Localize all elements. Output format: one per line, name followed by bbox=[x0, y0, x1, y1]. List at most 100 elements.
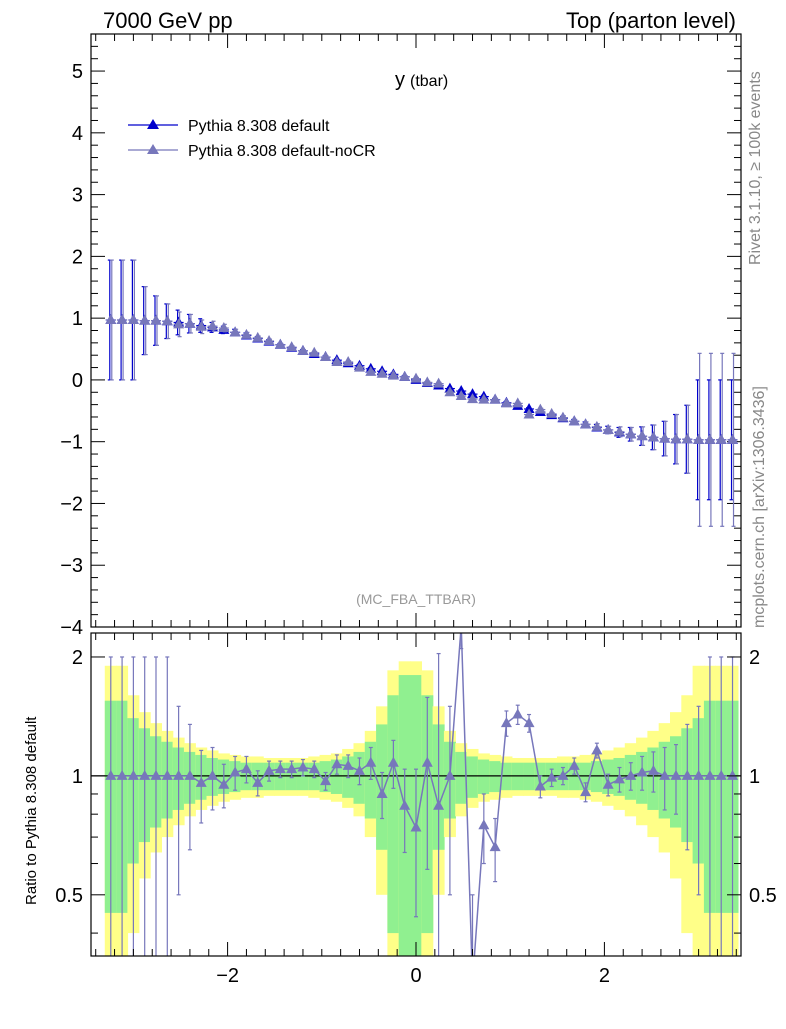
ratio-point bbox=[704, 769, 716, 780]
ratio-point bbox=[161, 769, 173, 780]
data-point bbox=[308, 346, 320, 357]
data-point bbox=[433, 377, 445, 388]
ratio-point bbox=[342, 759, 354, 770]
legend-marker-default bbox=[147, 119, 159, 129]
data-point bbox=[636, 430, 648, 441]
ratio-point bbox=[433, 799, 445, 810]
data-point bbox=[455, 389, 467, 400]
ratio-point bbox=[693, 769, 705, 780]
y-tick-label: −2 bbox=[60, 493, 83, 515]
x-tick-label: −2 bbox=[216, 965, 239, 987]
data-point bbox=[523, 402, 535, 413]
y-tick-label: 0 bbox=[72, 370, 83, 392]
ratio-y-tick-label-right: 0.5 bbox=[749, 885, 777, 907]
ratio-panel: 0.5 0.5 1 1 2 2 −2 0 2 Ratio to Pythia 8.308 def… bbox=[23, 620, 777, 987]
ratio-point bbox=[444, 769, 456, 780]
data-point bbox=[523, 408, 535, 419]
x-tick-label: 0 bbox=[410, 965, 421, 987]
data-point bbox=[727, 433, 739, 444]
data-point bbox=[444, 386, 456, 397]
data-point bbox=[218, 322, 230, 333]
y-tick-label: −4 bbox=[60, 617, 83, 639]
ratio-point bbox=[681, 769, 693, 780]
ratio-point bbox=[467, 976, 478, 986]
main-panel: −4 −3 −2 −1 0 1 2 3 4 5 y (tbar) (MC_FBA_TTBAR) P… bbox=[60, 33, 742, 639]
ratio-point bbox=[297, 761, 309, 772]
data-point bbox=[704, 433, 716, 444]
data-point bbox=[342, 356, 354, 367]
main-plot-title: y bbox=[395, 69, 405, 91]
band-inner bbox=[387, 695, 400, 934]
data-point bbox=[546, 407, 558, 418]
data-point bbox=[320, 351, 332, 362]
ratio-point bbox=[410, 821, 422, 832]
ratio-point bbox=[173, 769, 185, 780]
ratio-ylabel: Ratio to Pythia 8.308 default bbox=[23, 716, 40, 905]
data-point bbox=[161, 315, 173, 326]
data-point bbox=[399, 370, 411, 381]
ratio-point bbox=[478, 819, 490, 830]
data-point bbox=[410, 372, 422, 383]
data-point bbox=[421, 376, 433, 387]
data-point bbox=[240, 328, 252, 339]
ratio-point bbox=[568, 759, 580, 770]
ratio-point bbox=[512, 708, 524, 719]
data-point bbox=[670, 433, 682, 444]
data-point bbox=[681, 433, 693, 444]
ratio-point bbox=[240, 763, 252, 774]
ratio-point bbox=[659, 769, 671, 780]
band-inner bbox=[364, 741, 377, 819]
header-right-label: Top (parton level) bbox=[566, 8, 736, 33]
y-tick-label: 4 bbox=[72, 123, 83, 145]
ratio-point bbox=[150, 769, 162, 780]
ratio-point bbox=[546, 771, 558, 782]
ratio-point bbox=[263, 764, 275, 775]
ratio-point bbox=[715, 769, 727, 780]
y-tick-label: −3 bbox=[60, 555, 83, 577]
main-data bbox=[105, 259, 739, 527]
data-point bbox=[195, 320, 207, 331]
ratio-point bbox=[365, 756, 377, 767]
ratio-point bbox=[387, 756, 399, 767]
ratio-point bbox=[399, 799, 411, 810]
data-point bbox=[387, 369, 399, 380]
data-point bbox=[229, 326, 241, 337]
data-point bbox=[693, 433, 705, 444]
data-point bbox=[127, 313, 139, 324]
data-point bbox=[489, 393, 501, 404]
data-point bbox=[274, 338, 286, 349]
data-point bbox=[591, 420, 603, 431]
ratio-point bbox=[523, 717, 535, 728]
ratio-point bbox=[602, 778, 614, 789]
ratio-point bbox=[184, 769, 196, 780]
ratio-point bbox=[195, 776, 207, 787]
y-tick-label: 3 bbox=[72, 185, 83, 207]
band-inner bbox=[455, 751, 468, 804]
data-point bbox=[105, 313, 117, 324]
ratio-point bbox=[534, 780, 546, 791]
band-inner bbox=[590, 761, 603, 793]
ratio-point bbox=[274, 763, 286, 774]
ratio-point bbox=[331, 758, 343, 769]
data-point bbox=[365, 365, 377, 376]
ratio-point bbox=[613, 773, 625, 784]
y-tick-label: 5 bbox=[72, 61, 83, 83]
side-label-rivet: Rivet 3.1.10, ≥ 100k events bbox=[747, 71, 764, 265]
ratio-point bbox=[670, 769, 682, 780]
data-point bbox=[557, 411, 569, 422]
main-plot-frame bbox=[90, 33, 742, 628]
main-plot-title-sub: (tbar) bbox=[410, 73, 448, 90]
y-tick-label: 2 bbox=[72, 246, 83, 268]
legend-marker-nocr bbox=[147, 144, 159, 154]
ratio-plot-frame bbox=[90, 632, 742, 957]
data-point bbox=[580, 418, 592, 429]
ratio-point bbox=[500, 717, 512, 728]
data-point bbox=[263, 335, 275, 346]
ratio-point bbox=[127, 769, 139, 780]
ratio-point bbox=[456, 620, 467, 630]
ratio-y-tick-label-right: 2 bbox=[749, 647, 760, 669]
data-point bbox=[500, 397, 512, 408]
band-inner bbox=[477, 759, 490, 794]
ratio-data bbox=[105, 620, 739, 986]
